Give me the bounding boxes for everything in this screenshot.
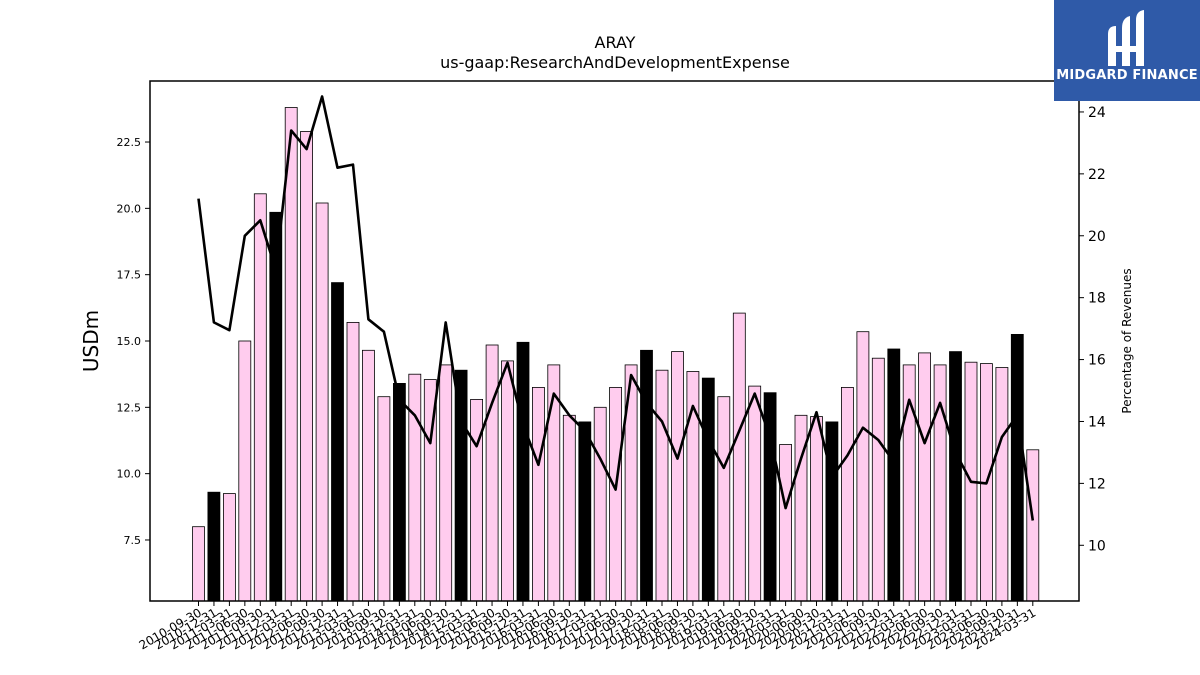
bar-2012-09-30 — [315, 202, 329, 602]
line-group — [197, 95, 1035, 521]
bar-2015-12-31 — [516, 341, 530, 602]
bar-2015-06-30 — [485, 344, 499, 602]
bar-2022-09-30 — [933, 364, 947, 602]
bar-2016-12-31 — [578, 421, 592, 602]
y-tick-label: 20.0 — [117, 202, 142, 215]
bar-2019-06-30 — [732, 312, 746, 602]
bar-2013-12-31 — [392, 382, 406, 602]
y-tick-label: 22.5 — [117, 136, 142, 149]
bar-2010-09-30 — [192, 526, 205, 602]
bar-2019-09-30 — [748, 385, 762, 602]
bar-2014-09-30 — [439, 364, 453, 602]
y-tick-label: 15.0 — [117, 335, 142, 348]
bar-2021-12-31 — [887, 348, 901, 602]
y-axis-label: USDm — [79, 310, 103, 372]
bar-2016-03-31 — [532, 386, 545, 602]
y-tick-label: 12.5 — [117, 401, 142, 414]
y2-axis-label: Percentage of Revenues — [1120, 268, 1134, 413]
logo-mark-icon — [1108, 10, 1144, 66]
bar-2012-12-31 — [331, 282, 344, 602]
chart-subtitle: us-gaap:ResearchAndDevelopmentExpense — [440, 53, 790, 72]
y2-tick-label: 20 — [1088, 229, 1106, 245]
y2-tick-label: 14 — [1088, 414, 1106, 430]
bar-2018-06-30 — [671, 351, 684, 602]
brand-logo: MIDGARD FINANCE — [1054, 0, 1200, 101]
bar-2012-06-30 — [300, 130, 314, 602]
bar-2023-09-30 — [995, 367, 1009, 602]
bar-2020-03-31 — [779, 444, 792, 602]
bar-2011-06-30 — [238, 340, 252, 602]
bar-2013-06-30 — [361, 349, 375, 602]
bar-2019-03-31 — [717, 396, 731, 602]
bar-2011-09-30 — [253, 193, 267, 602]
bar-2011-03-31 — [222, 493, 236, 602]
y2-tick-label: 24 — [1088, 105, 1106, 121]
bar-2023-12-31 — [1010, 333, 1024, 602]
y2-tick-label: 18 — [1088, 291, 1106, 307]
chart-title: ARAY — [595, 33, 636, 52]
bar-2017-12-31 — [640, 349, 653, 602]
y-tick-label: 17.5 — [117, 269, 142, 282]
bar-2020-09-30 — [810, 416, 823, 602]
bar-2015-09-30 — [501, 360, 514, 602]
y2-tick-label: 16 — [1088, 353, 1106, 369]
bar-2021-09-30 — [871, 357, 885, 602]
y-tick-label: 7.5 — [124, 534, 142, 547]
y2-tick-label: 22 — [1088, 167, 1106, 183]
y2-axis: 10 12 14 16 18 20 22 24 — [1079, 105, 1106, 554]
logo-text: MIDGARD FINANCE — [1056, 68, 1198, 83]
bar-2017-03-31 — [593, 406, 607, 602]
y2-tick-label: 12 — [1088, 476, 1106, 492]
y-axis: 7.5 10.0 12.5 15.0 17.5 20.0 22.5 — [117, 136, 150, 547]
bar-2022-06-30 — [918, 352, 931, 602]
bar-2018-03-31 — [655, 369, 669, 602]
bar-2010-12-31 — [207, 491, 221, 602]
bar-2022-12-31 — [949, 351, 962, 602]
line-series-percentage — [197, 95, 1035, 521]
bar-2012-03-31 — [284, 107, 298, 602]
bar-2018-12-31 — [701, 377, 715, 602]
bar-2014-12-31 — [454, 369, 468, 602]
bar-2015-03-31 — [470, 398, 484, 602]
bar-2017-06-30 — [609, 386, 622, 602]
bars-group — [192, 107, 1040, 602]
y-tick-label: 10.0 — [117, 468, 142, 481]
bar-2024-03-31 — [1026, 449, 1040, 602]
bar-2014-03-31 — [408, 373, 422, 602]
bar-2021-03-31 — [841, 386, 854, 602]
bar-2016-09-30 — [562, 414, 576, 602]
bar-2013-03-31 — [346, 321, 360, 602]
bar-2020-12-31 — [825, 421, 839, 602]
x-axis: 2010-09-302010-12-312011-03-312011-06-30… — [137, 601, 1038, 652]
y2-tick-label: 10 — [1088, 538, 1106, 554]
bar-2013-09-30 — [377, 396, 391, 602]
bar-2021-06-30 — [856, 331, 870, 602]
